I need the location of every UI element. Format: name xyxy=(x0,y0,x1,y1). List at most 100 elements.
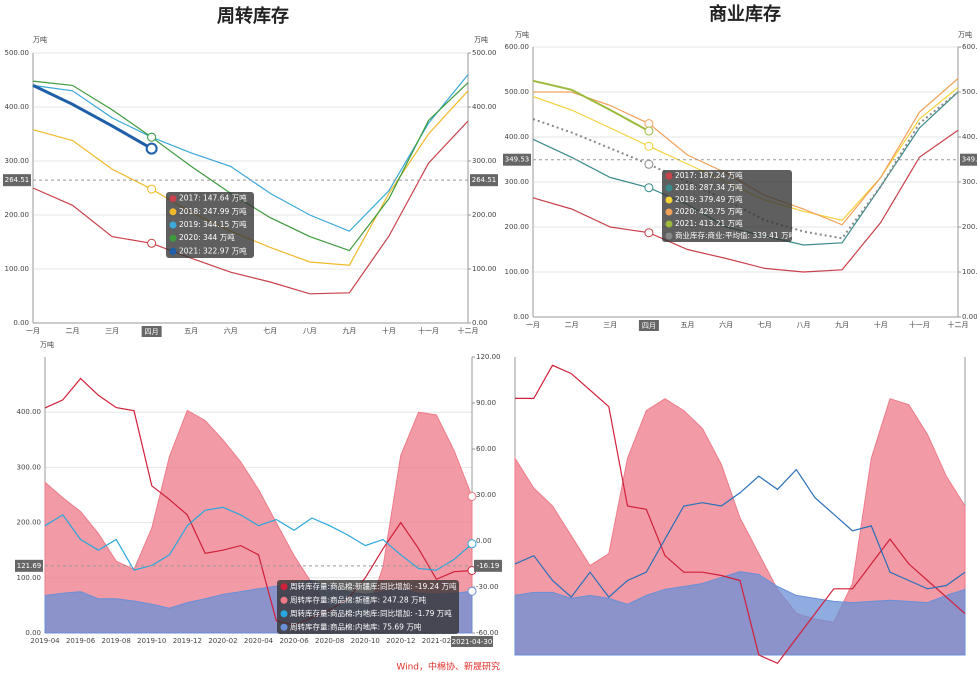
y2-tick-label: 600.00 xyxy=(962,43,977,51)
line xyxy=(515,364,966,665)
x-tick-label: 2019-04 xyxy=(30,637,60,645)
x-tick-label: 十月 xyxy=(382,326,396,335)
x-tick-label: 九月 xyxy=(342,326,356,335)
line xyxy=(32,84,153,150)
tooltip-text: 2020: 429.75 万吨 xyxy=(675,206,743,216)
tooltip-dot xyxy=(169,234,177,242)
y2-tick-label: -30.00 xyxy=(476,583,499,591)
tooltip-text: 2021: 413.21 万吨 xyxy=(675,218,743,228)
x-tick-label: 2020-10 xyxy=(351,637,380,645)
y-unit: 万吨 xyxy=(33,35,47,44)
y-tick-label: 0.00 xyxy=(25,629,41,637)
tooltip-text: 2019: 379.49 万吨 xyxy=(675,194,743,204)
y2-tick-label: 200.00 xyxy=(472,211,497,219)
point xyxy=(147,132,157,142)
tooltip-text: 周转库存量:商品棉:新疆库:同比增加: -19.24 万吨 xyxy=(290,581,457,591)
tooltip-text: 商业库存:商业:平均值: 339.41 万吨 xyxy=(675,230,797,240)
y2-tick-label: 90.00 xyxy=(476,399,496,407)
y2-tick-label: 200.00 xyxy=(962,223,977,231)
y-tick-label: 100.00 xyxy=(5,265,30,273)
y2-tick-label: 300.00 xyxy=(472,157,497,165)
y2-pointer-box xyxy=(474,559,502,572)
y-pointer-label: 264.51 xyxy=(5,176,30,184)
x-pointer-label: 四月 xyxy=(145,328,159,336)
y2-tick-label: -60.00 xyxy=(476,629,499,637)
y-tick-label: 300.00 xyxy=(5,157,30,165)
tooltip-dot xyxy=(280,610,288,618)
point xyxy=(644,183,654,193)
point xyxy=(644,228,654,238)
tooltip-text: 2017: 187.24 万吨 xyxy=(675,170,743,180)
y-pointer-label: 121.69 xyxy=(17,562,42,570)
y-pointer-box xyxy=(3,174,31,187)
tooltip-dot xyxy=(665,196,673,204)
x-tick-label: 2019-06 xyxy=(66,637,96,645)
x-tick-label: 九月 xyxy=(835,320,849,329)
x-pointer-box xyxy=(451,636,493,647)
tooltip-dot xyxy=(280,596,288,604)
tooltip-text: 周转库存量:商品棉:新疆库: 247.28 万吨 xyxy=(290,594,427,604)
x-tick-label: 一月 xyxy=(526,321,540,329)
source-note: Wind，中棉协、新晟研究 xyxy=(396,661,500,673)
point xyxy=(145,142,158,155)
y-tick-label: 300.00 xyxy=(17,463,42,471)
x-tick-label: 三月 xyxy=(603,321,617,329)
x-tick-label: 十一月 xyxy=(418,326,439,335)
line xyxy=(44,377,473,626)
y-tick-label: 0.00 xyxy=(13,319,29,327)
y2-pointer-label: 264.51 xyxy=(472,176,497,184)
y-tick-label: 400.00 xyxy=(5,103,30,111)
x-tick-label: 七月 xyxy=(758,320,772,329)
x-tick-label: 2020-02 xyxy=(208,637,237,645)
y-tick-label: 200.00 xyxy=(505,223,530,231)
x-tick-label: 2021-02 xyxy=(422,637,451,645)
x-tick-label: 六月 xyxy=(224,326,238,335)
line xyxy=(532,129,959,273)
tooltip-dot xyxy=(169,195,177,203)
x-pointer-label: 四月 xyxy=(642,322,656,330)
tooltip-text: 2020: 344 万吨 xyxy=(179,232,235,242)
tooltip-dot xyxy=(665,172,673,180)
y2-tick-label: 120.00 xyxy=(476,353,501,361)
x-tick-label: 十月 xyxy=(874,320,888,329)
y-unit: 万吨 xyxy=(40,340,54,349)
y-pointer-box xyxy=(503,153,531,166)
point xyxy=(467,539,477,549)
tooltip-dot xyxy=(169,247,177,255)
y2-tick-label: 60.00 xyxy=(476,445,496,453)
point xyxy=(467,492,477,502)
y2-unit: 万吨 xyxy=(474,35,488,44)
x-tick-label: 八月 xyxy=(796,321,810,329)
tooltip-dot xyxy=(665,232,673,240)
tooltip-text: 2018: 247.99 万吨 xyxy=(179,206,247,216)
x-tick-label: 2019-12 xyxy=(173,637,202,645)
tooltip-text: 周转库存量:商品棉:内地库:同比增加: -1.79 万吨 xyxy=(290,608,452,618)
point xyxy=(147,238,157,248)
x-tick-label: 十二月 xyxy=(948,320,969,329)
y2-pointer-box xyxy=(960,153,977,166)
x-tick-label: 三月 xyxy=(105,327,119,335)
tooltip-dot xyxy=(280,583,288,591)
x-tick-label: 2019-10 xyxy=(137,637,166,645)
y-tick-label: 300.00 xyxy=(505,178,530,186)
y-pointer-box xyxy=(15,559,43,572)
point xyxy=(467,586,477,596)
y-tick-label: 100.00 xyxy=(17,574,42,582)
line xyxy=(44,506,473,571)
x-tick-label: 2020-12 xyxy=(386,637,415,645)
x-pointer-box xyxy=(638,320,659,331)
line xyxy=(514,468,966,598)
y2-tick-label: 500.00 xyxy=(962,88,977,96)
y2-tick-label: 100.00 xyxy=(472,265,497,273)
y-tick-label: 400.00 xyxy=(17,408,42,416)
y-tick-label: 200.00 xyxy=(17,519,42,527)
y2-tick-label: 400.00 xyxy=(472,103,497,111)
line xyxy=(32,120,469,295)
x-pointer-box xyxy=(141,326,162,337)
y-unit: 万吨 xyxy=(515,30,529,39)
x-tick-label: 2020-04 xyxy=(244,637,274,645)
tooltip-dot xyxy=(169,208,177,216)
y2-tick-label: 0.00 xyxy=(476,537,492,545)
line xyxy=(532,79,650,132)
